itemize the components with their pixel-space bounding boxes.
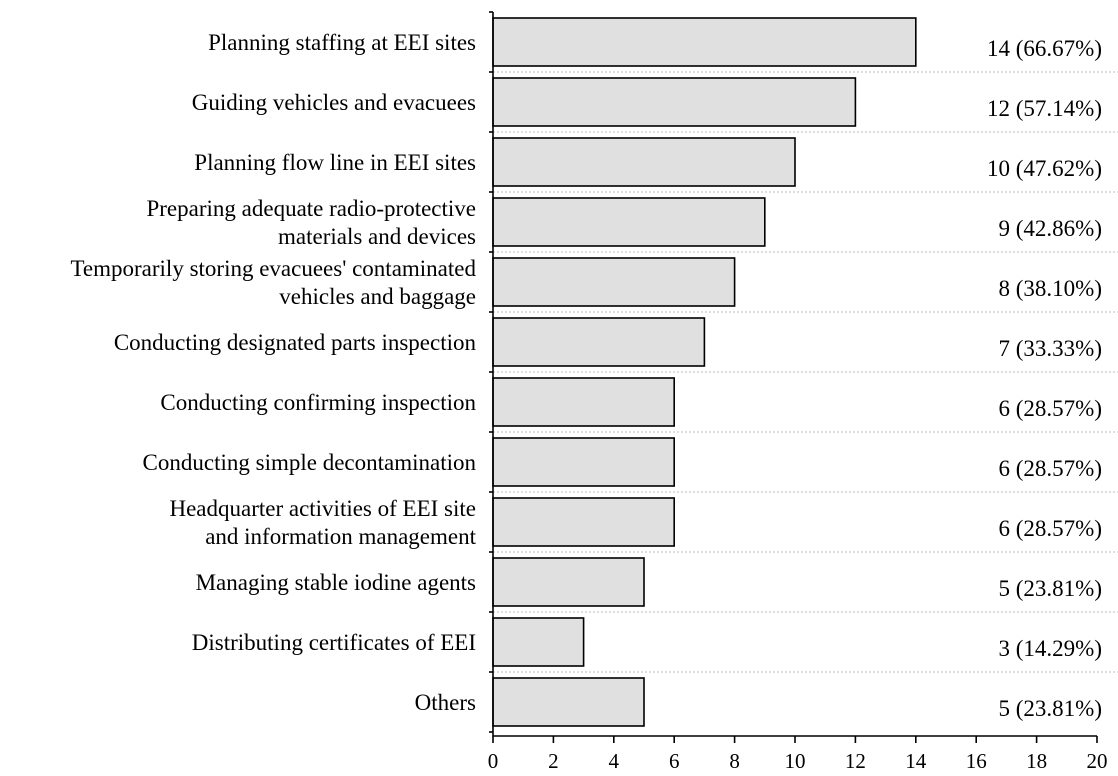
value-label: 8 (38.10%) bbox=[999, 276, 1102, 301]
value-label: 6 (28.57%) bbox=[999, 396, 1102, 421]
category-label: Planning staffing at EEI sites bbox=[208, 30, 476, 55]
value-label: 6 (28.57%) bbox=[999, 516, 1102, 541]
x-tick-label: 20 bbox=[1087, 749, 1108, 773]
value-label: 5 (23.81%) bbox=[999, 696, 1102, 721]
category-label: Preparing adequate radio-protective mater… bbox=[146, 196, 476, 249]
value-label: 7 (33.33%) bbox=[999, 336, 1102, 361]
value-label: 14 (66.67%) bbox=[987, 36, 1102, 61]
bar bbox=[493, 498, 674, 546]
bar bbox=[493, 438, 674, 486]
bar bbox=[493, 18, 916, 66]
bar bbox=[493, 198, 765, 246]
category-label: Conducting simple decontamination bbox=[143, 450, 477, 475]
x-tick-label: 12 bbox=[845, 749, 866, 773]
category-label: Conducting confirming inspection bbox=[160, 390, 476, 415]
category-label: Distributing certificates of EEI bbox=[192, 630, 476, 655]
category-label: Conducting designated parts inspection bbox=[114, 330, 477, 355]
bars-group bbox=[493, 18, 916, 726]
value-label: 5 (23.81%) bbox=[999, 576, 1102, 601]
value-label: 9 (42.86%) bbox=[999, 216, 1102, 241]
category-labels: Planning staffing at EEI sites Guiding ve… bbox=[70, 30, 476, 715]
category-label: Headquarter activities of EEI site and in… bbox=[169, 496, 476, 549]
bar bbox=[493, 618, 584, 666]
bar bbox=[493, 678, 644, 726]
bar bbox=[493, 558, 644, 606]
bar bbox=[493, 138, 795, 186]
value-label: 6 (28.57%) bbox=[999, 456, 1102, 481]
x-tick-label: 14 bbox=[905, 749, 927, 773]
value-label: 12 (57.14%) bbox=[987, 96, 1102, 121]
x-tick-label: 18 bbox=[1026, 749, 1047, 773]
bar bbox=[493, 78, 855, 126]
x-tick-label: 10 bbox=[785, 749, 806, 773]
category-label: Temporarily storing evacuees' contaminat… bbox=[70, 256, 476, 309]
x-tick-label: 16 bbox=[966, 749, 987, 773]
category-label: Planning flow line in EEI sites bbox=[194, 150, 476, 175]
category-label: Guiding vehicles and evacuees bbox=[192, 90, 476, 115]
category-label: Managing stable iodine agents bbox=[196, 570, 476, 595]
value-label: 3 (14.29%) bbox=[999, 636, 1102, 661]
x-tick-label: 8 bbox=[729, 749, 740, 773]
bar bbox=[493, 378, 674, 426]
value-labels: 14 (66.67%) 12 (57.14%) 10 (47.62%) 9 (42.8… bbox=[987, 36, 1102, 721]
value-label: 10 (47.62%) bbox=[987, 156, 1102, 181]
x-tick-label: 0 bbox=[488, 749, 499, 773]
category-label: Others bbox=[415, 690, 476, 715]
bar bbox=[493, 318, 704, 366]
x-tick-label: 4 bbox=[609, 749, 620, 773]
x-tick-label: 6 bbox=[669, 749, 680, 773]
x-tick-label: 2 bbox=[548, 749, 559, 773]
bar bbox=[493, 258, 735, 306]
